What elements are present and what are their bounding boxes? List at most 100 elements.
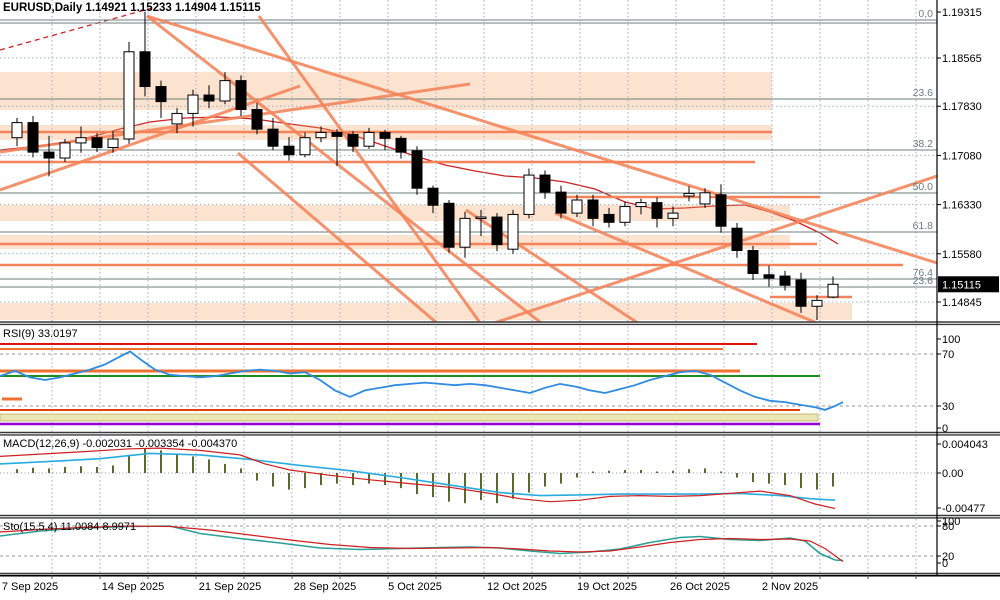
bear-candle <box>651 202 663 219</box>
bear-candle <box>443 202 455 248</box>
indicator-axis-label: 70 <box>942 349 954 361</box>
bull-candle <box>635 202 647 208</box>
bear-candle <box>763 274 775 279</box>
price-axis-label: 1.17830 <box>942 101 982 113</box>
bull-candle <box>75 137 87 144</box>
bear-candle <box>379 131 391 139</box>
candlesticks <box>11 11 839 321</box>
bear-candle <box>395 137 407 153</box>
bear-candle <box>27 122 39 153</box>
fib-label: 50.0 <box>913 181 934 193</box>
fib-label: 23.6 <box>913 275 934 287</box>
trendline <box>0 84 301 192</box>
price-axis-label: 1.16330 <box>942 200 982 212</box>
time-axis-label: 14 Sep 2025 <box>102 581 164 593</box>
indicator-axis-label: 30 <box>942 401 954 413</box>
bear-candle <box>203 94 215 102</box>
rsi-pane <box>0 326 937 432</box>
trendline <box>146 14 937 265</box>
time-axis-label: 5 Oct 2025 <box>388 581 442 593</box>
price-axis-label: 1.14845 <box>942 297 982 309</box>
current-price-badge: 1.15115 <box>938 276 999 293</box>
bull-candle <box>299 137 311 156</box>
bear-candle <box>491 216 503 246</box>
bear-candle <box>747 250 759 274</box>
stochastic-pane <box>0 519 937 573</box>
time-axis-label: 7 Sep 2025 <box>2 581 58 593</box>
bear-candle <box>139 51 151 88</box>
orange-zone <box>0 303 852 320</box>
indicator-axis-label: -0.00477 <box>942 503 985 515</box>
time-axis: 7 Sep 2025 14 Sep 2025 21 Sep 2025 28 Sep 2… <box>2 575 917 593</box>
bear-candle <box>155 86 167 103</box>
indicator-axis-label: 0.004043 <box>942 439 988 451</box>
bull-candle <box>123 51 135 140</box>
bear-candle <box>587 199 599 219</box>
trendline <box>492 174 937 322</box>
bull-candle <box>523 174 535 215</box>
fib-label: 76.4 <box>913 267 934 279</box>
bear-candle <box>555 191 567 214</box>
bear-candle <box>603 213 615 223</box>
bull-candle <box>107 138 119 149</box>
bear-candle <box>715 194 727 227</box>
bear-candle <box>539 174 551 193</box>
bear-candle <box>731 227 743 252</box>
bull-candle <box>11 122 23 139</box>
pane-separators <box>0 0 1000 577</box>
macd-pane <box>0 436 937 515</box>
rsi-line <box>0 350 844 411</box>
bear-candle <box>411 150 423 189</box>
bull-candle <box>219 80 231 102</box>
bear-candle <box>427 187 439 206</box>
stochastic-signal-line <box>0 525 844 562</box>
fib-label: 38.2 <box>913 138 934 150</box>
time-axis-label: 2 Nov 2025 <box>762 581 818 593</box>
macd-indicator-label: MACD(12,26,9) -0.002031 -0.003354 -0.004… <box>3 438 238 450</box>
bear-candle <box>43 151 55 159</box>
time-axis-label: 12 Oct 2025 <box>487 581 547 593</box>
rsi-khaki-band <box>0 413 819 422</box>
indicator-axis-label: 0 <box>942 423 948 435</box>
price-pane <box>0 7 839 245</box>
trendline <box>237 151 438 322</box>
bull-candle <box>683 192 695 197</box>
bull-candle <box>827 283 839 298</box>
indicator-axis-label: 0 <box>942 558 948 570</box>
time-axis-label: 28 Sep 2025 <box>294 581 356 593</box>
bull-candle <box>171 112 183 125</box>
fib-label: 0,0 <box>918 8 933 20</box>
indicator-axis-label: 20 <box>942 551 954 563</box>
rsi-indicator-label: RSI(9) 33.0197 <box>3 328 78 340</box>
bull-candle <box>571 199 583 214</box>
bear-candle <box>91 137 103 149</box>
trendline <box>554 211 819 322</box>
indicator-axis-label: 100 <box>942 516 960 528</box>
bull-candle <box>811 299 823 307</box>
bear-candle <box>795 279 807 307</box>
price-axis-label: 1.15580 <box>942 249 982 261</box>
indicator-axis-label: 100 <box>942 334 960 346</box>
orange-zone <box>0 235 790 249</box>
bull-candle <box>699 192 711 205</box>
fib-label: 61.8 <box>913 220 934 232</box>
price-axis-label: 1.17080 <box>942 150 982 162</box>
bull-candle <box>667 212 679 219</box>
moving-average-line <box>0 116 839 245</box>
fibonacci-labels: 0,023.638.250.061.876.423.6 <box>913 8 934 287</box>
bull-candle <box>315 131 327 139</box>
sto-indicator-label: Sto(15,5,4) 11.0084 8.9971 <box>3 521 137 533</box>
bull-candle <box>619 206 631 223</box>
trendline <box>257 15 482 322</box>
bear-candle <box>283 145 295 156</box>
bull-candle <box>507 213 519 250</box>
chart-title: EURUSD,Daily 1.14921 1.15233 1.14904 1.1… <box>3 2 261 14</box>
macd-signal-line <box>0 447 836 510</box>
indicator-axis-label: 0.00 <box>942 468 963 480</box>
bull-candle <box>475 216 487 220</box>
time-axis-label: 19 Oct 2025 <box>577 581 637 593</box>
bear-candle <box>779 275 791 286</box>
trendline <box>146 14 543 322</box>
